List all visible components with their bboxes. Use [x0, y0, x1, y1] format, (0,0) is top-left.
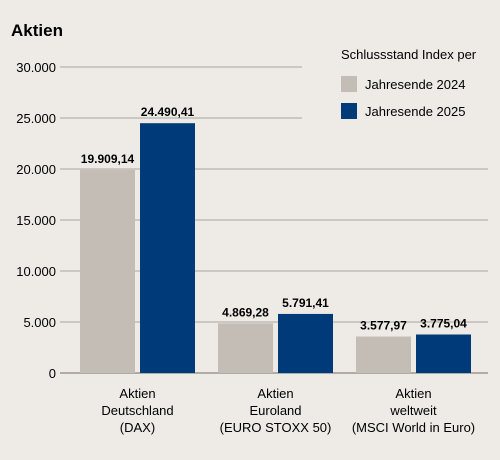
legend-swatch [341, 76, 357, 92]
y-tick-label: 5.000 [23, 315, 56, 330]
data-label: 5.791,41 [282, 296, 329, 310]
chart-title: Aktien [11, 21, 63, 40]
category-label: Aktien [395, 386, 431, 401]
bar [218, 323, 273, 373]
category-label: weltweit [389, 403, 437, 418]
data-labels: 19.909,14 24.490,41 4.869,28 5.791,41 3.577,… [81, 105, 467, 332]
bar [140, 123, 195, 373]
data-label: 24.490,41 [141, 105, 195, 119]
data-label: 4.869,28 [222, 305, 269, 319]
legend-label: Jahresende 2025 [365, 104, 465, 119]
y-tick-label: 25.000 [16, 111, 56, 126]
category-label: Aktien [119, 386, 155, 401]
legend-swatch [341, 103, 357, 119]
legend-label: Jahresende 2024 [365, 77, 465, 92]
bar [278, 313, 333, 373]
bar [416, 334, 471, 373]
data-label: 3.775,04 [420, 316, 467, 330]
y-tick-label: 10.000 [16, 264, 56, 279]
category-label: Euroland [249, 403, 301, 418]
y-tick-label: 30.000 [16, 60, 56, 75]
legend: Schlussstand Index per Jahresende 2024 Ja… [341, 47, 477, 119]
category-label: (DAX) [120, 420, 155, 435]
category-label: (MSCI World in Euro) [352, 420, 475, 435]
legend-title: Schlussstand Index per [341, 47, 477, 62]
category-label: Aktien [257, 386, 293, 401]
y-tick-label: 20.000 [16, 162, 56, 177]
bars [80, 123, 471, 373]
y-tick-label: 0 [49, 366, 56, 381]
x-axis: Aktien Deutschland (DAX) Aktien Euroland (EUR… [101, 386, 475, 435]
y-axis: 0 5.000 10.000 15.000 20.000 25.000 30.000 [16, 60, 56, 381]
bar [356, 336, 411, 373]
data-label: 3.577,97 [360, 319, 407, 333]
data-label: 19.909,14 [81, 152, 135, 166]
y-tick-label: 15.000 [16, 213, 56, 228]
bar [80, 169, 135, 373]
category-label: Deutschland [101, 403, 173, 418]
category-label: (EURO STOXX 50) [220, 420, 332, 435]
